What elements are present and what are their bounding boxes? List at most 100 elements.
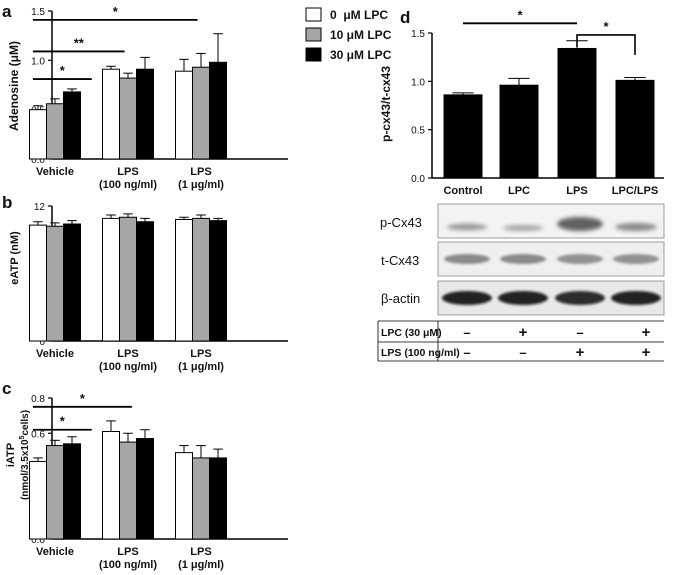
ylabel-a: Adenosine (μM) xyxy=(7,41,21,131)
ylabel-c-unit: (nmol/3.5x105cells) xyxy=(19,410,31,500)
y-tick-label: 0.0 xyxy=(411,174,425,185)
bar xyxy=(192,457,210,540)
x-tick-label: LPS xyxy=(117,546,138,558)
panel-label-a: a xyxy=(2,2,12,21)
table-sign: – xyxy=(463,325,470,340)
bar xyxy=(136,438,154,540)
y-tick-label: 0.6 xyxy=(31,429,45,440)
y-tick-label: 1.5 xyxy=(411,29,425,40)
y-tick-label: 0.8 xyxy=(31,394,45,405)
x-tick-label: LPS xyxy=(566,185,587,197)
x-tick-label: LPC xyxy=(508,185,530,197)
table-row-label-lps: LPS (100 ng/ml) xyxy=(381,347,460,359)
panel-label-b: b xyxy=(2,193,12,212)
significance-star: * xyxy=(113,4,119,19)
blot-label-tcx43: t-Cx43 xyxy=(381,253,419,268)
y-tick-label: 1.0 xyxy=(31,56,45,67)
x-tick-label: LPC/LPS xyxy=(612,185,658,197)
bar xyxy=(29,109,47,160)
significance-star: * xyxy=(60,414,66,429)
band-tcx43-lpclps xyxy=(613,254,659,264)
bar xyxy=(557,47,597,179)
y-tick-label: 1.5 xyxy=(31,7,45,18)
significance-star: * xyxy=(60,63,66,78)
x-tick-label: Control xyxy=(443,185,482,197)
band-actin-lps xyxy=(555,291,605,305)
band-pcx43-lpc xyxy=(503,225,543,231)
bar xyxy=(102,68,120,160)
x-tick-label: (1 μg/ml) xyxy=(178,179,224,191)
western-blot: p-Cx43 t-Cx43 β-actin xyxy=(380,203,665,316)
band-actin-control xyxy=(442,291,492,305)
bar xyxy=(119,216,137,342)
x-tick-label: LPS xyxy=(117,166,138,178)
band-actin-lpc xyxy=(498,291,548,305)
y-tick-label: 1.0 xyxy=(411,77,425,88)
table-sign: + xyxy=(576,344,585,361)
significance-star: * xyxy=(603,19,609,34)
bar xyxy=(209,457,227,540)
ylabel-c: iATP xyxy=(5,443,17,467)
bar xyxy=(119,77,137,160)
table-sign: + xyxy=(642,324,651,341)
x-tick-label: (1 μg/ml) xyxy=(178,559,224,571)
bar xyxy=(175,219,193,342)
band-tcx43-lps xyxy=(557,254,603,264)
y-tick-label: 12 xyxy=(34,202,46,213)
bar xyxy=(136,221,154,342)
bar xyxy=(209,220,227,342)
bar xyxy=(192,66,210,160)
x-tick-label: (100 ng/ml) xyxy=(99,361,157,373)
bar xyxy=(499,84,539,179)
bar xyxy=(29,224,47,342)
bar xyxy=(46,225,64,342)
legend-label-2: 30 μM LPC xyxy=(330,48,392,62)
band-tcx43-lpc xyxy=(500,254,546,264)
bar xyxy=(46,103,64,160)
panel-label-c: c xyxy=(2,379,11,398)
bar xyxy=(46,445,64,540)
band-pcx43-control xyxy=(447,223,487,231)
significance-bracket xyxy=(576,34,636,55)
y-tick-label: 0.0 xyxy=(31,155,45,166)
y-tick-label: 0.5 xyxy=(411,126,425,137)
x-tick-label: (100 ng/ml) xyxy=(99,559,157,571)
bar xyxy=(175,70,193,160)
bar xyxy=(63,223,81,342)
ylabel-b: eATP (nM) xyxy=(9,231,21,285)
legend-swatch-2 xyxy=(305,47,322,62)
table-sign: – xyxy=(463,345,470,360)
chart-panel-b: 04812VehicleLPS(100 ng/ml)LPS(1 μg/ml) xyxy=(29,202,288,373)
significance-star: * xyxy=(517,7,523,22)
treatment-table: LPC (30 μM) LPS (100 ng/ml) – + – + – – … xyxy=(377,320,664,362)
band-pcx43-lps xyxy=(557,217,603,231)
x-tick-label: Vehicle xyxy=(36,166,74,178)
band-pcx43-lpclps xyxy=(615,223,657,231)
legend-swatch-0 xyxy=(305,7,322,22)
bar xyxy=(63,443,81,540)
table-sign: + xyxy=(642,344,651,361)
bar xyxy=(615,79,655,179)
legend-swatch-1 xyxy=(305,27,322,42)
legend: 0 μM LPC 10 μM LPC 30 μM LPC xyxy=(305,7,392,62)
blot-row-pcx43 xyxy=(437,203,665,239)
x-tick-label: LPS xyxy=(190,166,211,178)
bar xyxy=(119,441,137,540)
table-sign: + xyxy=(519,324,528,341)
x-tick-label: LPS xyxy=(190,348,211,360)
x-tick-label: (1 μg/ml) xyxy=(178,361,224,373)
y-tick-label: 0.0 xyxy=(31,535,45,546)
table-sign: – xyxy=(519,345,526,360)
legend-label-1: 10 μM LPC xyxy=(330,28,392,42)
band-actin-lpclps xyxy=(611,291,661,305)
bar xyxy=(63,91,81,160)
bar xyxy=(29,460,47,540)
bar xyxy=(102,217,120,342)
ylabel-d: p-cx43/t-cx43 xyxy=(379,66,393,142)
significance-star: * xyxy=(80,391,86,406)
legend-label-0: 0 μM LPC xyxy=(330,8,388,22)
chart-panel-d: 0.0 0.5 1.0 1.5 Control LPC LPS LPC/LPS * * xyxy=(411,7,664,197)
table-row-label-lpc: LPC (30 μM) xyxy=(381,327,442,339)
blot-label-pcx43: p-Cx43 xyxy=(380,215,422,230)
